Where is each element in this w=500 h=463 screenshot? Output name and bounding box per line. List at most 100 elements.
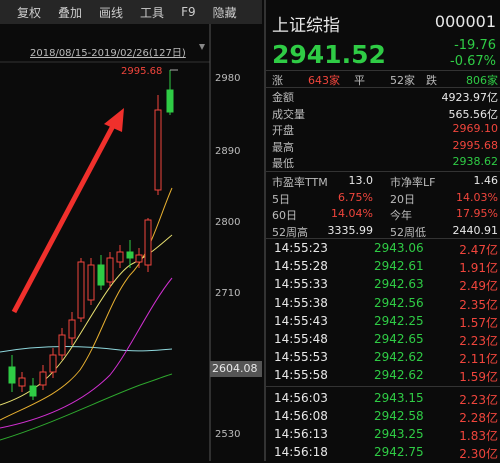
current-price-tag: 2604.08 bbox=[212, 362, 258, 375]
tick-price: 2943.06 bbox=[374, 241, 424, 255]
divider bbox=[266, 386, 500, 387]
tick-volume: 1.91亿 bbox=[459, 261, 498, 276]
stat-row: 最高 2995.68 bbox=[272, 139, 498, 155]
tick-time: 14:55:43 bbox=[274, 313, 328, 328]
tick-price: 2942.63 bbox=[374, 277, 424, 292]
stat-row: 最低 2938.62 bbox=[272, 155, 498, 171]
price-tag-bg bbox=[210, 361, 262, 377]
ratio-value: 6.75% bbox=[338, 190, 373, 204]
tick-row: 14:56:13 2943.25 1.83亿 bbox=[274, 427, 498, 445]
tick-volume: 2.11亿 bbox=[459, 352, 498, 367]
ratio-label: 60日 bbox=[272, 209, 297, 222]
ratio-value: 14.03% bbox=[456, 190, 498, 204]
ratio-value: 1.46 bbox=[473, 174, 499, 187]
tick-row: 14:56:18 2942.75 2.30亿 bbox=[274, 445, 498, 463]
tick-price: 2942.58 bbox=[374, 408, 424, 423]
tick-row: 14:55:43 2942.25 1.57亿 bbox=[274, 314, 498, 332]
tick-price: 2942.61 bbox=[374, 259, 424, 274]
tick-row: 14:55:48 2942.65 2.23亿 bbox=[274, 332, 498, 350]
stat-value: 2969.10 bbox=[452, 122, 499, 135]
stat-value: 565.56亿 bbox=[448, 107, 499, 121]
tick-volume: 2.28亿 bbox=[459, 410, 498, 425]
last-price: 2941.52 bbox=[272, 40, 386, 69]
divider bbox=[266, 70, 500, 71]
index-name: 上证综指 bbox=[272, 16, 340, 36]
ratio-label: 20日 bbox=[390, 192, 415, 206]
toolbar-button[interactable]: 叠加 bbox=[58, 5, 83, 20]
tick-volume: 2.47亿 bbox=[459, 243, 498, 257]
stat-row: 成交量 565.56亿 bbox=[272, 106, 498, 122]
tick-time: 14:55:33 bbox=[274, 277, 328, 292]
flat-count: 52家 bbox=[390, 74, 415, 87]
price-change: -19.76 bbox=[454, 38, 496, 53]
y-axis-label: 2530 bbox=[215, 429, 241, 440]
stat-label: 最高 bbox=[272, 140, 294, 154]
candles bbox=[8, 69, 178, 400]
tick-price: 2942.25 bbox=[374, 313, 424, 328]
ratio-row: 52周高 3335.99 52周低 2440.91 bbox=[272, 224, 498, 240]
stat-value: 2995.68 bbox=[452, 138, 499, 152]
breadth-row: 涨 643家 平 52家 跌 806家 bbox=[272, 72, 498, 88]
toolbar-button[interactable]: 工具 bbox=[140, 5, 165, 20]
ratio-row: 5日 6.75% 20日 14.03% bbox=[272, 191, 498, 207]
tick-row: 14:56:03 2943.15 2.23亿 bbox=[274, 391, 498, 409]
tick-row: 14:55:23 2943.06 2.47亿 bbox=[274, 241, 498, 259]
tick-volume: 1.59亿 bbox=[459, 370, 498, 385]
tick-volume: 1.83亿 bbox=[459, 429, 498, 443]
tick-price: 2943.15 bbox=[374, 390, 424, 405]
stat-label: 最低 bbox=[272, 157, 294, 170]
tick-volume: 1.57亿 bbox=[459, 315, 498, 330]
tick-row: 14:55:28 2942.61 1.91亿 bbox=[274, 259, 498, 277]
tick-time: 14:55:38 bbox=[274, 295, 328, 310]
tick-price: 2942.62 bbox=[374, 368, 424, 383]
y-axis-label: 2980 bbox=[215, 73, 241, 84]
tick-time: 14:56:08 bbox=[274, 408, 328, 423]
tick-volume: 2.35亿 bbox=[459, 297, 498, 312]
y-axis-label: 2710 bbox=[215, 288, 241, 299]
tick-row: 14:55:33 2942.63 2.49亿 bbox=[274, 277, 498, 295]
ratio-label: 5日 bbox=[272, 192, 290, 206]
y-axis-label: 2890 bbox=[215, 146, 241, 157]
kline-chart bbox=[0, 24, 262, 461]
ratio-row: 60日 14.04% 今年 17.95% bbox=[272, 207, 498, 223]
tick-row: 14:55:58 2942.62 1.59亿 bbox=[274, 368, 498, 386]
date-range: 2018/08/15-2019/02/26(127日) bbox=[30, 48, 186, 59]
down-count: 806家 bbox=[466, 74, 498, 87]
stat-row: 开盘 2969.10 bbox=[272, 122, 498, 138]
high-label: 2995.68 bbox=[121, 66, 163, 77]
divider bbox=[266, 238, 500, 239]
tick-time: 14:55:23 bbox=[274, 241, 328, 255]
tick-volume: 2.30亿 bbox=[459, 447, 498, 462]
toolbar-button[interactable]: 复权 bbox=[17, 5, 42, 20]
toolbar-button[interactable]: 画线 bbox=[99, 5, 124, 20]
tick-price: 2942.62 bbox=[374, 350, 424, 365]
tick-row: 14:56:08 2942.58 2.28亿 bbox=[274, 409, 498, 427]
tick-volume: 2.23亿 bbox=[459, 334, 498, 348]
ratio-value: 17.95% bbox=[456, 207, 498, 220]
tick-time: 14:55:58 bbox=[274, 368, 328, 383]
down-label: 跌 bbox=[426, 74, 437, 87]
trend-arrow bbox=[11, 108, 124, 314]
tick-volume: 2.23亿 bbox=[459, 392, 498, 407]
toolbar-button[interactable]: F9 bbox=[181, 5, 196, 19]
ratio-value: 13.0 bbox=[348, 174, 374, 187]
ratio-value: 14.04% bbox=[331, 207, 373, 220]
ratio-value: 2440.91 bbox=[452, 223, 499, 237]
flat-label: 平 bbox=[354, 74, 365, 87]
price-change-pct: -0.67% bbox=[450, 54, 496, 69]
up-count: 643家 bbox=[308, 74, 340, 87]
stat-label: 成交量 bbox=[272, 107, 305, 121]
y-axis-label: 2800 bbox=[215, 217, 241, 228]
tick-time: 14:56:03 bbox=[274, 390, 328, 405]
tick-time: 14:56:13 bbox=[274, 427, 328, 441]
stat-row: 金额 4923.97亿 bbox=[272, 89, 498, 105]
ratio-label: 市盈率TTM bbox=[272, 176, 328, 189]
stat-value: 2938.62 bbox=[452, 155, 499, 168]
tick-time: 14:55:48 bbox=[274, 332, 328, 346]
quote-panel: 上证综指 000001 2941.52 -19.76 -0.67% 涨 643家… bbox=[264, 0, 500, 461]
tick-price: 2942.75 bbox=[374, 445, 424, 460]
tick-price: 2943.25 bbox=[374, 427, 424, 441]
stat-value: 4923.97亿 bbox=[441, 91, 499, 104]
tick-row: 14:55:53 2942.62 2.11亿 bbox=[274, 350, 498, 368]
toolbar-button[interactable]: 隐藏 bbox=[212, 5, 237, 20]
